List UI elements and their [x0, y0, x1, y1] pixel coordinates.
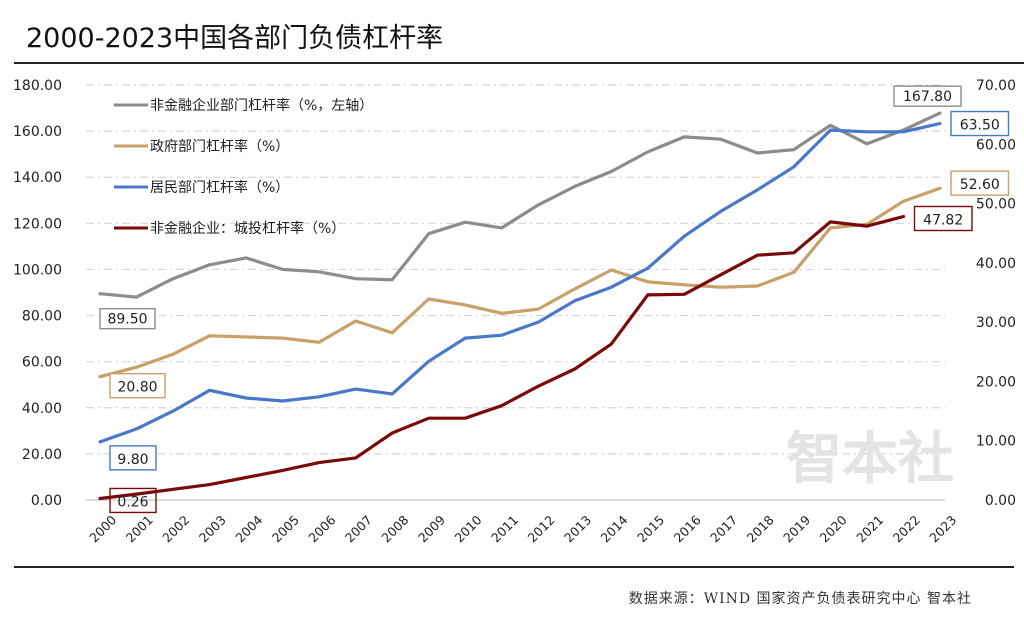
- legend: 非金融企业部门杠杆率（%，左轴） 政府部门杠杆率（%） 居民部门杠杆率（%） 非金融企…: [114, 97, 373, 237]
- left-axis-ticks: 0.00 20.00 40.00 60.00 80.00 100.00 120.00 140.…: [13, 78, 62, 509]
- x-tick-label: 2023: [926, 512, 959, 545]
- start-label: 0.26: [117, 494, 148, 510]
- data-callouts: 89.50 167.80 20.80 52.60 9.80 63.50 0.26 47.82: [99, 85, 1010, 514]
- page-title: 2000-2023中国各部门负债杠杆率: [26, 23, 444, 54]
- x-tick-label: 2019: [780, 512, 813, 545]
- end-label: 52.60: [960, 177, 1000, 193]
- start-label-box: [109, 445, 157, 471]
- start-label-box: [109, 372, 166, 399]
- right-tick-label: 20.00: [976, 374, 1016, 390]
- end-label-box: [950, 110, 1010, 137]
- legend-label: 居民部门杠杆率（%）: [150, 179, 289, 196]
- left-tick-label: 180.00: [13, 78, 62, 94]
- series-line: [98, 121, 942, 444]
- start-label: 9.80: [117, 452, 148, 468]
- legend-item: 非金融企业：城投杠杆率（%）: [114, 220, 345, 237]
- series-line: [98, 186, 942, 379]
- x-tick-label: 2008: [378, 512, 411, 545]
- x-tick-label: 2017: [707, 512, 740, 545]
- end-label: 167.80: [903, 89, 952, 105]
- x-tick-label: 2012: [525, 512, 558, 545]
- left-tick-label: 60.00: [22, 355, 62, 371]
- left-tick-label: 140.00: [13, 170, 62, 186]
- series-line: [98, 111, 942, 299]
- left-tick-label: 120.00: [13, 216, 62, 232]
- watermark: 智本社: [786, 427, 954, 492]
- start-label-box: [109, 487, 157, 514]
- start-label: 89.50: [107, 312, 147, 328]
- end-label-box: [893, 85, 962, 107]
- legend-label: 非金融企业部门杠杆率（%，左轴）: [150, 97, 373, 114]
- left-tick-label: 100.00: [13, 262, 62, 278]
- x-tick-label: 2006: [305, 512, 338, 545]
- series-line: [98, 214, 906, 501]
- legend-label: 政府部门杠杆率（%）: [150, 138, 289, 155]
- legend-item: 居民部门杠杆率（%）: [114, 179, 289, 196]
- title-divider: [14, 62, 1024, 64]
- right-tick-label: 10.00: [976, 434, 1016, 450]
- right-tick-label: 30.00: [976, 315, 1016, 331]
- x-tick-label: 2009: [415, 512, 448, 545]
- x-tick-label: 2022: [890, 512, 923, 545]
- x-tick-label: 2020: [817, 512, 850, 545]
- start-label-box: [99, 307, 156, 330]
- left-tick-label: 0.00: [31, 493, 62, 509]
- x-tick-label: 2005: [269, 512, 302, 545]
- right-tick-label: 60.00: [976, 137, 1016, 153]
- end-label: 63.50: [960, 118, 1000, 134]
- x-tick-label: 2011: [488, 512, 521, 545]
- x-tick-label: 2021: [853, 512, 886, 545]
- x-tick-label: 2001: [123, 512, 156, 545]
- legend-label: 非金融企业：城投杠杆率（%）: [150, 220, 345, 237]
- right-axis-ticks: 0.00 10.00 20.00 30.00 40.00 50.00 60.00 70.00: [976, 78, 1016, 509]
- right-tick-label: 40.00: [976, 256, 1016, 272]
- legend-item: 非金融企业部门杠杆率（%，左轴）: [114, 97, 373, 114]
- right-tick-label: 0.00: [985, 493, 1016, 509]
- x-tick-label: 2018: [744, 512, 777, 545]
- left-tick-label: 40.00: [22, 401, 62, 417]
- left-tick-label: 80.00: [22, 309, 62, 325]
- x-tick-label: 2004: [232, 512, 265, 545]
- x-axis-ticks: 2000 2001 2002 2003 2004 2005 2006 2007 2008 2009…: [86, 512, 959, 545]
- series-lines: [98, 111, 942, 501]
- footer-divider: [14, 566, 1014, 568]
- x-tick-label: 2016: [671, 512, 704, 545]
- end-label-box: [950, 170, 1010, 196]
- x-tick-label: 2003: [196, 512, 229, 545]
- x-tick-label: 2014: [598, 512, 631, 545]
- x-tick-label: 2010: [451, 512, 484, 545]
- right-tick-label: 50.00: [976, 197, 1016, 213]
- left-tick-label: 20.00: [22, 447, 62, 463]
- gridlines: [86, 84, 945, 501]
- left-tick-label: 160.00: [13, 124, 62, 140]
- end-label: 47.82: [923, 212, 963, 228]
- end-label-box: [913, 205, 973, 232]
- right-tick-label: 70.00: [976, 78, 1016, 94]
- x-tick-label: 2015: [634, 512, 667, 545]
- x-tick-label: 2013: [561, 512, 594, 545]
- source-note: 数据来源：WIND 国家资产负债表研究中心 智本社: [628, 591, 972, 607]
- x-tick-label: 2000: [86, 512, 119, 545]
- legend-item: 政府部门杠杆率（%）: [114, 138, 289, 155]
- x-tick-label: 2007: [342, 512, 375, 545]
- x-tick-label: 2002: [159, 512, 192, 545]
- start-label: 20.80: [117, 380, 157, 396]
